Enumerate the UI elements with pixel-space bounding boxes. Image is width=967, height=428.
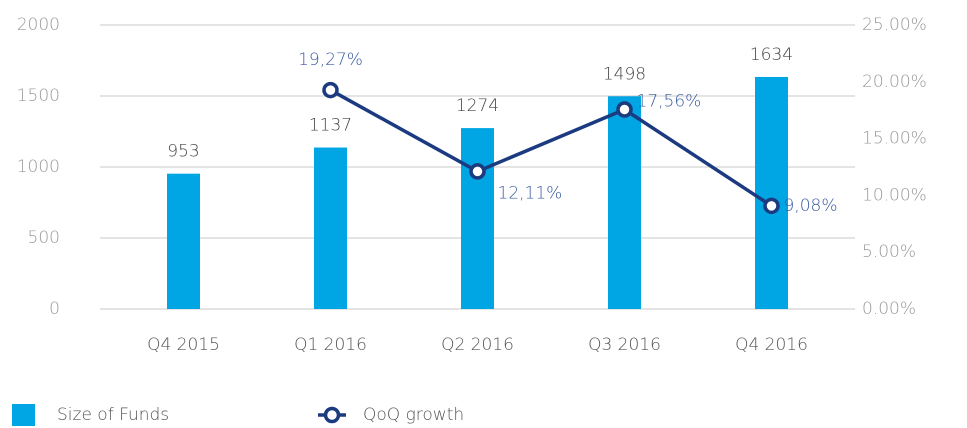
line-label: 19,27% (298, 50, 363, 70)
legend-marker (323, 406, 341, 424)
line-label: 17,56% (637, 92, 702, 112)
x-tick-label: Q2 2016 (441, 335, 514, 355)
bar (608, 96, 641, 309)
line-label: 9,08% (784, 196, 838, 216)
legend-label: Size of Funds (57, 405, 169, 425)
x-tick-label: Q4 2016 (735, 335, 808, 355)
y-tick-label: 1000 (17, 157, 60, 177)
bar (167, 173, 200, 309)
bar-label: 1634 (750, 45, 793, 65)
bar-label: 953 (167, 142, 199, 162)
y-tick-label: 0 (49, 299, 60, 319)
y-tick-label: 2000 (17, 15, 60, 35)
marker (763, 197, 780, 215)
bar-label: 1498 (603, 64, 646, 84)
y2-tick-label: 20.00% (862, 72, 927, 92)
y2-tick-label: 10.00% (862, 185, 927, 205)
legend-swatch (12, 404, 35, 426)
y2-tick-label: 15.00% (862, 129, 927, 149)
line-label: 12,11% (498, 183, 563, 203)
legend-label: QoQ growth (363, 405, 464, 425)
x-tick-label: Q3 2016 (588, 335, 661, 355)
x-tick-label: Q4 2015 (147, 335, 220, 355)
y-tick-label: 500 (28, 228, 60, 248)
bar (461, 128, 494, 309)
y2-tick-label: 25.00% (862, 15, 927, 35)
y2-tick-label: 5.00% (862, 242, 916, 262)
y-tick-label: 1500 (17, 86, 60, 106)
y2-tick-label: 0.00% (862, 299, 916, 319)
bar (314, 147, 347, 309)
bar-label: 1137 (309, 116, 352, 136)
bar (755, 76, 788, 309)
bar-label: 1274 (456, 96, 499, 116)
marker (469, 163, 486, 180)
x-tick-label: Q1 2016 (294, 335, 367, 355)
line (329, 88, 773, 208)
marker (616, 101, 633, 118)
marker (322, 81, 339, 99)
